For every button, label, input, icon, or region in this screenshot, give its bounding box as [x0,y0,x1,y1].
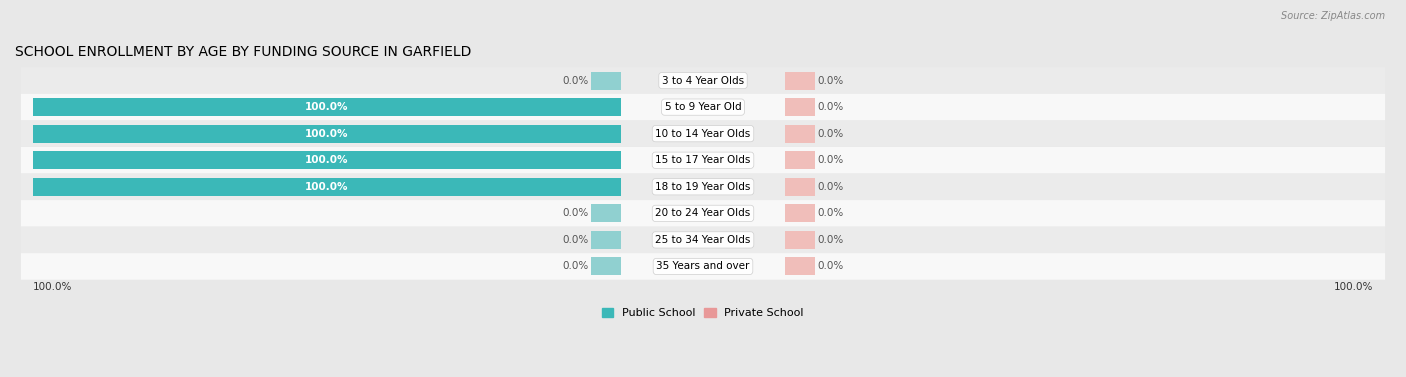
FancyBboxPatch shape [21,67,1385,94]
FancyBboxPatch shape [21,200,1385,227]
Text: 15 to 17 Year Olds: 15 to 17 Year Olds [655,155,751,165]
Text: 0.0%: 0.0% [562,208,588,218]
Bar [32,125,620,143]
Bar [786,178,814,196]
Text: 100.0%: 100.0% [305,129,349,139]
FancyBboxPatch shape [21,94,1385,120]
FancyBboxPatch shape [21,173,1385,200]
Text: 100.0%: 100.0% [32,282,72,293]
Text: 0.0%: 0.0% [818,262,844,271]
Bar [786,125,814,143]
Legend: Public School, Private School: Public School, Private School [598,303,808,323]
Bar [786,204,814,222]
Text: 100.0%: 100.0% [1334,282,1374,293]
Bar [592,257,620,276]
Text: 0.0%: 0.0% [818,102,844,112]
FancyBboxPatch shape [21,227,1385,253]
Text: 0.0%: 0.0% [818,182,844,192]
Text: 0.0%: 0.0% [818,155,844,165]
Text: 0.0%: 0.0% [818,235,844,245]
Bar [592,72,620,90]
Text: 20 to 24 Year Olds: 20 to 24 Year Olds [655,208,751,218]
Text: SCHOOL ENROLLMENT BY AGE BY FUNDING SOURCE IN GARFIELD: SCHOOL ENROLLMENT BY AGE BY FUNDING SOUR… [15,45,471,59]
Text: 0.0%: 0.0% [562,75,588,86]
Text: 25 to 34 Year Olds: 25 to 34 Year Olds [655,235,751,245]
Bar [786,98,814,116]
Bar [32,151,620,169]
Text: 0.0%: 0.0% [818,129,844,139]
Bar [786,72,814,90]
Bar [32,98,620,116]
Text: 0.0%: 0.0% [562,262,588,271]
Bar [786,151,814,169]
FancyBboxPatch shape [21,147,1385,173]
FancyBboxPatch shape [21,253,1385,280]
Bar [786,231,814,249]
Text: 18 to 19 Year Olds: 18 to 19 Year Olds [655,182,751,192]
Text: Source: ZipAtlas.com: Source: ZipAtlas.com [1281,11,1385,21]
Text: 100.0%: 100.0% [305,102,349,112]
Text: 10 to 14 Year Olds: 10 to 14 Year Olds [655,129,751,139]
Text: 0.0%: 0.0% [818,75,844,86]
Bar [32,178,620,196]
Text: 5 to 9 Year Old: 5 to 9 Year Old [665,102,741,112]
Text: 3 to 4 Year Olds: 3 to 4 Year Olds [662,75,744,86]
Text: 35 Years and over: 35 Years and over [657,262,749,271]
FancyBboxPatch shape [21,120,1385,147]
Bar [592,204,620,222]
Bar [592,231,620,249]
Text: 100.0%: 100.0% [305,155,349,165]
Bar [786,257,814,276]
Text: 100.0%: 100.0% [305,182,349,192]
Text: 0.0%: 0.0% [818,208,844,218]
Text: 0.0%: 0.0% [562,235,588,245]
